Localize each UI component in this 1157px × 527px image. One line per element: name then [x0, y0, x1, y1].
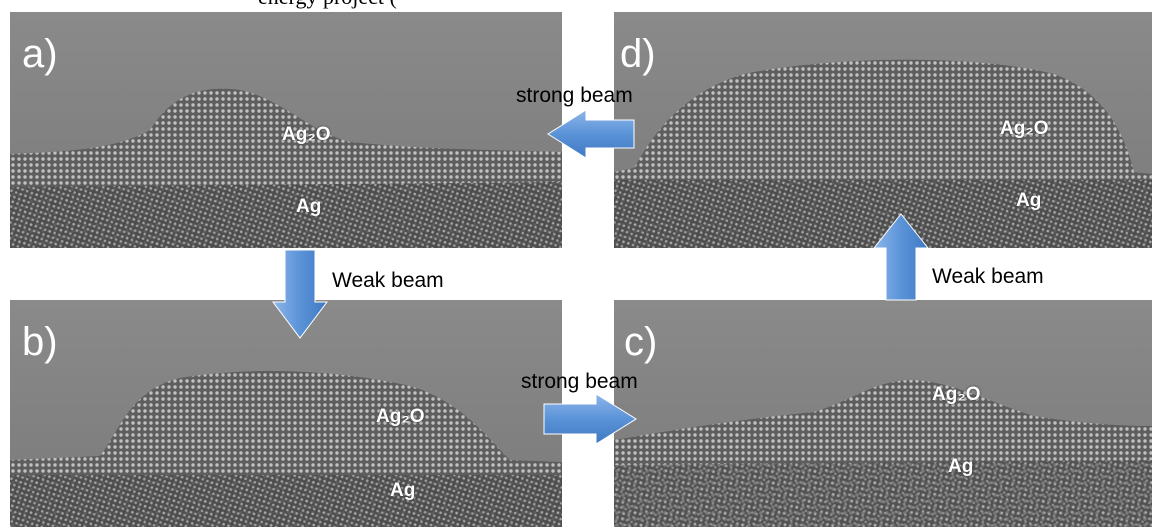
- beam-label-c-to-d: Weak beam: [932, 265, 1044, 288]
- panel-letter-c: c): [624, 320, 658, 364]
- arrow-right-icon: [543, 393, 637, 445]
- beam-label-a-to-b: Weak beam: [332, 269, 444, 292]
- ag-label-d: Ag: [1016, 190, 1042, 211]
- beam-label-d-to-a: strong beam: [516, 84, 633, 107]
- tem-panel-d: d) Ag₂O Ag: [614, 12, 1152, 248]
- arrow-left-icon: [547, 109, 635, 159]
- ag2o-label-b: Ag₂O: [376, 406, 425, 427]
- tem-image-c: [614, 300, 1152, 527]
- tem-image-a: [10, 12, 562, 248]
- tem-panel-b: b) Ag₂O Ag: [10, 300, 562, 527]
- arrow-down-icon: [272, 249, 328, 339]
- tem-image-b: [10, 300, 562, 527]
- ag-label-b: Ag: [390, 480, 416, 501]
- tem-panel-a: a) Ag₂O Ag: [10, 12, 562, 248]
- tem-panel-c: c) Ag₂O Ag: [614, 300, 1152, 527]
- arrow-up-icon: [872, 213, 930, 301]
- panel-letter-b: b): [22, 320, 58, 364]
- beam-label-b-to-c: strong beam: [521, 370, 638, 393]
- tem-image-d: [614, 12, 1152, 248]
- cropped-header-text: energy project (: [258, 0, 397, 10]
- ag2o-label-d: Ag₂O: [1000, 118, 1049, 139]
- ag-label-c: Ag: [948, 456, 974, 477]
- ag-label-a: Ag: [296, 196, 322, 217]
- panel-letter-d: d): [620, 32, 656, 76]
- ag2o-label-c: Ag₂O: [932, 384, 981, 405]
- panel-letter-a: a): [22, 32, 58, 76]
- ag2o-label-a: Ag₂O: [282, 124, 331, 145]
